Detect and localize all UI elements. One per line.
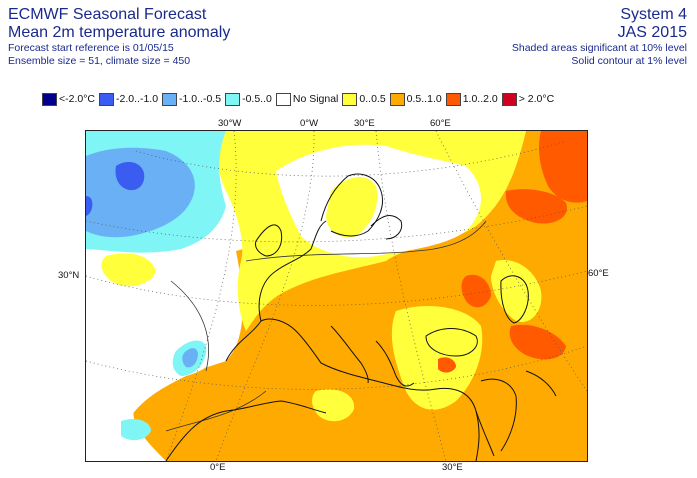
coastlines	[165, 173, 557, 461]
lon-label-60e-right: 60°E	[588, 268, 609, 279]
coastline-red-sea	[475, 410, 495, 457]
legend-label: No Signal	[292, 93, 339, 105]
legend-swatch	[275, 92, 291, 106]
significance-contours	[165, 220, 487, 432]
anomaly-area-yellow-south	[312, 389, 355, 422]
legend-label: -2.0..-1.0	[116, 93, 159, 105]
legend-item-minus2-minus1: -2.0..-1.0	[99, 92, 159, 106]
legend-label: 1.0..2.0	[462, 93, 498, 105]
legend-label: 0..0.5	[359, 93, 386, 105]
legend-item-0-05: 0..0.5	[342, 92, 386, 106]
anomaly-area-red-turkey	[438, 357, 456, 373]
significance-contour-north	[245, 220, 487, 262]
legend-item-05-1: 0.5..1.0	[389, 92, 442, 106]
graticule-lat-15n	[86, 345, 587, 390]
legend-label: -0.5..0	[242, 93, 272, 105]
header-left: ECMWF Seasonal Forecast Mean 2m temperat…	[8, 6, 230, 68]
lon-label-30e-bottom: 30°E	[442, 462, 463, 473]
anomaly-area-red-northeast	[538, 131, 587, 203]
season-label: JAS 2015	[617, 24, 687, 41]
anomaly-area-yellow-west	[101, 253, 156, 287]
map-canvas	[86, 131, 587, 461]
coastline-scandinavia	[320, 173, 383, 237]
lon-label-30e-top: 30°E	[354, 118, 375, 129]
significance-contour-west	[170, 280, 210, 372]
legend-swatch	[42, 92, 57, 106]
anomaly-area-orange	[133, 131, 587, 461]
chart-title: ECMWF Seasonal Forecast	[8, 6, 207, 23]
system-label: System 4	[620, 6, 687, 23]
anomaly-area-red-volga	[461, 274, 491, 308]
legend-swatch	[342, 92, 358, 106]
significance-contour-south	[165, 390, 267, 432]
coastline-baltic	[370, 215, 403, 240]
coastline-black-sea	[425, 328, 478, 357]
graticule	[86, 131, 587, 461]
anomaly-area-yellow-scandinavia	[326, 176, 378, 238]
legend-swatch	[99, 92, 115, 106]
legend-item-gt-2: > 2.0°C	[501, 92, 555, 106]
coastline-iberia-africa	[225, 318, 480, 461]
anomaly-area-red-east	[505, 189, 567, 224]
anomaly-area-lightblue-atlantic	[86, 147, 195, 238]
header-right: System 4 JAS 2015 Shaded areas significa…	[512, 6, 687, 68]
legend-item-lt-minus2: <-2.0°C	[42, 92, 96, 106]
coastline-caspian	[500, 275, 529, 324]
coastline-persian-gulf	[525, 370, 557, 397]
coastline-balkans	[375, 340, 415, 387]
legend-swatch	[225, 92, 241, 106]
legend-item-minus05-0: -0.5..0	[225, 92, 272, 106]
legend-label: > 2.0°C	[518, 93, 555, 105]
no-signal-area-atlantic	[86, 241, 233, 439]
significance-1-note: Solid contour at 1% level	[571, 55, 687, 67]
legend-swatch	[445, 92, 461, 106]
lon-label-0w: 0°W	[300, 118, 319, 129]
legend-label: 0.5..1.0	[406, 93, 442, 105]
legend-item-minus1-minus05: -1.0..-0.5	[162, 92, 222, 106]
lat-label-30n: 30°N	[58, 270, 80, 281]
color-legend: <-2.0°C -2.0..-1.0 -1.0..-0.5 -0.5..0 No…	[42, 91, 558, 107]
anomaly-area-red-middle-east	[509, 324, 566, 360]
anomaly-area-cyan-south	[121, 419, 151, 441]
ensemble-size: Ensemble size = 51, climate size = 450	[8, 55, 191, 67]
significance-10-note: Shaded areas significant at 10% level	[511, 42, 687, 54]
anomaly-area-blue-atlantic	[115, 161, 145, 191]
legend-swatch	[389, 92, 405, 106]
coastline-british-isles	[255, 224, 283, 257]
anomaly-area-lightblue-iberia	[182, 348, 198, 368]
coastline-arabia	[480, 378, 517, 452]
graticule-lon-30e	[375, 131, 447, 461]
lon-label-60e-top: 60°E	[430, 118, 451, 129]
legend-swatch	[162, 92, 178, 106]
legend-swatch	[501, 92, 517, 106]
graticule-lat-45n	[86, 205, 587, 243]
no-signal-area-north	[276, 144, 481, 258]
anomaly-map	[85, 130, 588, 462]
chart-subtitle: Mean 2m temperature anomaly	[8, 24, 231, 41]
legend-label: -1.0..-0.5	[179, 93, 222, 105]
coastline-italy	[330, 325, 369, 384]
coastline-western-europe	[258, 220, 327, 322]
legend-item-1-2: 1.0..2.0	[445, 92, 498, 106]
legend-item-no-signal: No Signal	[275, 92, 339, 106]
graticule-lat-60n	[135, 140, 567, 177]
start-reference: Forecast start reference is 01/05/15	[8, 42, 174, 54]
anomaly-area-blue-edge	[86, 196, 93, 216]
lon-label-0e-bottom: 0°E	[210, 462, 226, 473]
legend-label: <-2.0°C	[59, 93, 96, 105]
lon-label-30w: 30°W	[218, 118, 242, 129]
coastline-north-africa	[165, 400, 327, 461]
